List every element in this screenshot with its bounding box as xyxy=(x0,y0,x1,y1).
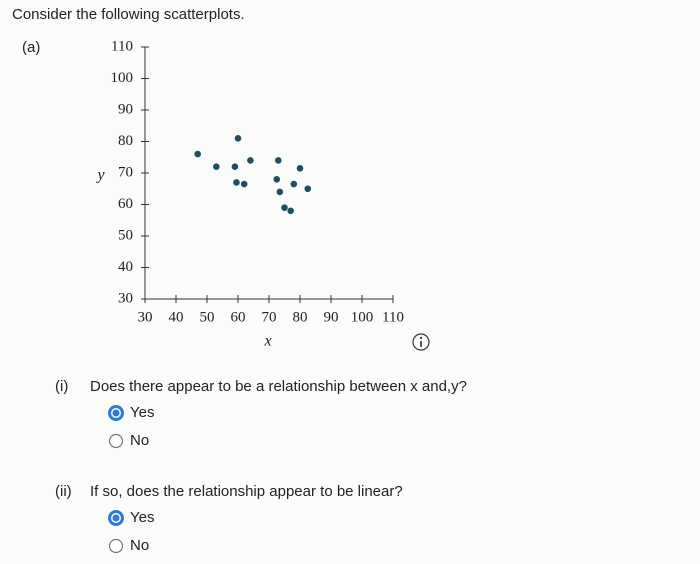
x-tick-label: 30 xyxy=(138,309,153,325)
x-tick-label: 80 xyxy=(293,309,308,325)
scatter-point xyxy=(296,164,304,172)
prompt: Consider the following scatterplots. xyxy=(12,6,245,23)
x-axis-label: x xyxy=(263,333,271,350)
scatter-point xyxy=(247,157,254,164)
question-label: (i) xyxy=(55,378,68,395)
part-label: (a) xyxy=(22,39,40,56)
radio-option[interactable]: Yes xyxy=(108,404,155,421)
scatter-point xyxy=(234,135,242,142)
x-tick-label: 110 xyxy=(382,309,404,325)
radio-button[interactable] xyxy=(108,433,124,449)
y-tick-label: 100 xyxy=(111,70,134,86)
y-tick-label: 50 xyxy=(118,227,133,243)
scatter-point xyxy=(275,157,282,164)
scatter-point xyxy=(240,180,248,188)
question-label: (ii) xyxy=(55,483,72,500)
scatter-point xyxy=(194,150,201,158)
option-label[interactable]: Yes xyxy=(130,404,154,421)
scatter-point xyxy=(231,163,239,170)
scatter-point xyxy=(304,185,312,193)
scatter-point xyxy=(276,188,284,196)
y-tick-label: 110 xyxy=(111,38,133,54)
question-text: Does there appear to be a relationship b… xyxy=(90,378,467,395)
radio-dot xyxy=(112,514,120,522)
radio-option[interactable]: No xyxy=(108,537,150,554)
scatter-point xyxy=(233,179,240,186)
scatter-point xyxy=(290,180,298,188)
option-label[interactable]: No xyxy=(130,537,149,554)
scatter-point xyxy=(287,207,295,215)
question-text: If so, does the relationship appear to b… xyxy=(90,483,403,500)
y-tick-label: 30 xyxy=(118,290,133,306)
scatter-point xyxy=(213,163,220,170)
y-tick-label: 70 xyxy=(118,164,133,180)
info-icon[interactable] xyxy=(412,333,430,351)
radio-option[interactable]: No xyxy=(108,432,150,449)
option-label[interactable]: Yes xyxy=(130,509,154,526)
y-tick-label: 60 xyxy=(118,196,133,212)
scatter-point xyxy=(273,176,281,183)
y-tick-label: 80 xyxy=(118,133,133,149)
radio-button[interactable] xyxy=(108,538,124,554)
x-tick-label: 60 xyxy=(231,309,246,325)
y-axis-label: y xyxy=(95,167,105,184)
x-tick-label: 90 xyxy=(324,309,339,325)
x-tick-label: 40 xyxy=(169,309,184,325)
option-label[interactable]: No xyxy=(130,432,149,449)
y-tick-label: 90 xyxy=(118,101,133,117)
scatter-point xyxy=(281,204,288,211)
y-tick-label: 40 xyxy=(118,259,133,275)
x-tick-label: 100 xyxy=(351,309,374,325)
x-tick-label: 50 xyxy=(200,309,215,325)
x-tick-label: 70 xyxy=(262,309,277,325)
radio-option[interactable]: Yes xyxy=(108,509,155,526)
radio-dot xyxy=(112,409,120,417)
